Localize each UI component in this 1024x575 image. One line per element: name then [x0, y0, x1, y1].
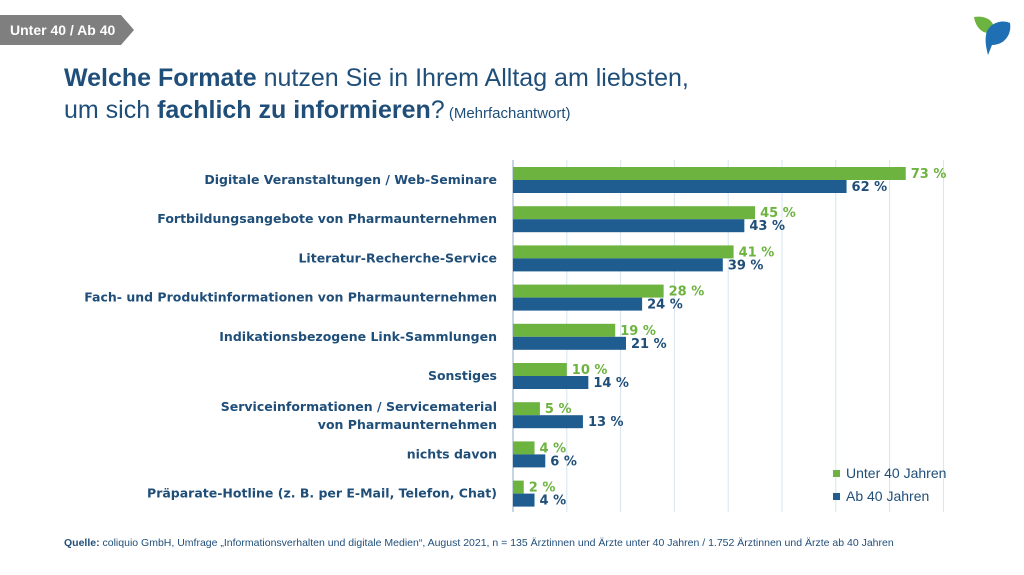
source-note: Quelle: coliquio GmbH, Umfrage „Informat…: [64, 536, 894, 551]
source-label: Quelle:: [64, 537, 100, 549]
bar-unter-40: [513, 363, 567, 376]
data-label: 21 %: [631, 337, 667, 352]
bar-unter-40: [513, 245, 734, 259]
data-label: 43 %: [749, 219, 785, 234]
data-label: 6 %: [550, 454, 577, 469]
category-label: Präparate-Hotline (z. B. per E-Mail, Tel…: [147, 486, 497, 501]
bar-ab-40: [513, 376, 589, 389]
section-tag-label: Unter 40 / Ab 40: [0, 15, 122, 45]
category-label-line: von Pharmaunternehmen: [318, 417, 497, 432]
category-label: Sonstiges: [428, 368, 497, 383]
bar-ab-40: [513, 258, 723, 272]
bar-ab-40: [513, 297, 643, 311]
title-note: (Mehrfachantwort): [444, 105, 571, 122]
chart-title: Welche Formate nutzen Sie in Ihrem Allta…: [64, 62, 864, 130]
bar-unter-40: [513, 323, 616, 337]
bar-ab-40: [513, 454, 546, 468]
data-label: 28 %: [669, 285, 705, 300]
category-label: Fach- und Produktinformationen von Pharm…: [84, 290, 497, 305]
category-label: Serviceinformationen / Servicematerial vo…: [221, 399, 497, 432]
bar-chart: Digitale Veranstaltungen / Web-Seminare 7…: [84, 160, 947, 512]
legend-label: Unter 40 Jahren: [846, 465, 946, 481]
data-label: 4 %: [540, 494, 567, 509]
title-text-3: ?: [430, 96, 445, 124]
data-label: 13 %: [588, 415, 624, 430]
title-text-2: um sich: [64, 96, 158, 124]
data-label: 62 %: [852, 180, 888, 195]
bar-unter-40: [513, 284, 664, 298]
section-tag: Unter 40 / Ab 40: [0, 15, 135, 45]
title-text-1: nutzen Sie in Ihrem Alltag am liebsten,: [256, 64, 689, 92]
bar-ab-40: [513, 219, 745, 233]
bar-unter-40: [513, 206, 756, 220]
title-bold-2: fachlich zu informieren: [157, 96, 431, 124]
data-label: 45 %: [760, 206, 796, 221]
data-label: 24 %: [647, 298, 683, 313]
bar-ab-40: [513, 415, 583, 429]
data-label: 5 %: [545, 402, 572, 417]
title-bold-1: Welche Formate: [64, 64, 257, 92]
legend-label: Ab 40 Jahren: [846, 488, 929, 504]
data-label: 4 %: [540, 441, 567, 456]
source-text: coliquio GmbH, Umfrage „Informationsverh…: [99, 537, 894, 549]
bar-unter-40: [513, 402, 540, 416]
category-label: nichts davon: [407, 446, 497, 461]
leaf-logo-icon: [974, 16, 1011, 55]
bar-ab-40: [513, 336, 626, 350]
section-tag-arrow: [121, 15, 135, 45]
data-label: 39 %: [728, 258, 764, 273]
data-label: 41 %: [739, 245, 775, 260]
data-label: 2 %: [529, 481, 556, 496]
legend-swatch: [833, 470, 840, 477]
bar-unter-40: [513, 167, 906, 180]
data-label: 10 %: [572, 363, 608, 378]
bar-ab-40: [513, 180, 847, 193]
bar-unter-40: [513, 441, 535, 455]
category-label: Digitale Veranstaltungen / Web-Seminare: [204, 172, 497, 187]
bar-ab-40: [513, 493, 535, 507]
data-label: 73 %: [911, 167, 947, 182]
data-label: 14 %: [593, 376, 629, 391]
bar-unter-40: [513, 480, 524, 494]
category-label: Indikationsbezogene Link-Sammlungen: [219, 329, 497, 344]
category-label-line: Serviceinformationen / Servicematerial: [221, 399, 497, 414]
category-label: Fortbildungsangebote von Pharmaunternehm…: [157, 211, 497, 226]
category-label: Literatur-Recherche-Service: [298, 250, 497, 265]
data-label: 19 %: [620, 324, 656, 339]
legend-swatch: [833, 493, 840, 500]
